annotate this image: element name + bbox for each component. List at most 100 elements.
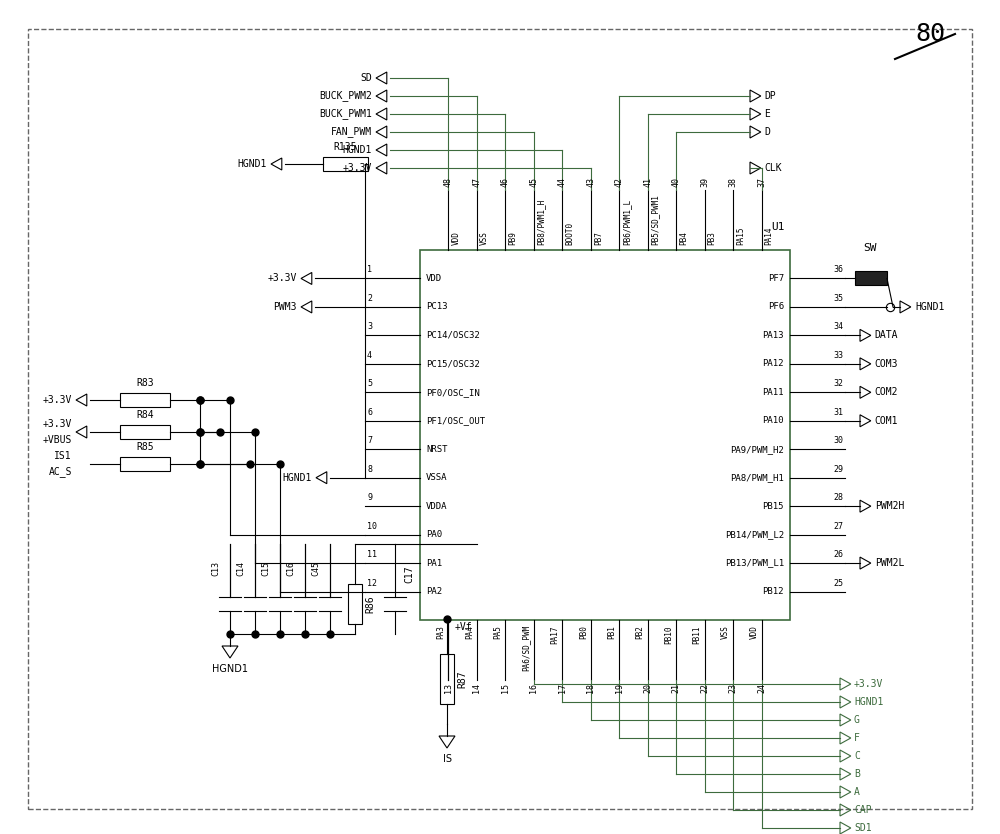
Text: 43: 43: [586, 177, 595, 187]
Text: PA8/PWM_H1: PA8/PWM_H1: [730, 473, 784, 482]
Text: 13: 13: [444, 683, 453, 693]
Text: PWM3: PWM3: [274, 302, 297, 312]
Text: PA14: PA14: [765, 227, 774, 245]
Text: PB0: PB0: [579, 625, 588, 639]
Text: 44: 44: [558, 177, 567, 187]
Text: PC13: PC13: [426, 303, 448, 311]
Text: HGND1: HGND1: [915, 302, 944, 312]
Text: 37: 37: [757, 177, 766, 187]
Text: DATA: DATA: [874, 330, 898, 340]
Text: PA4: PA4: [465, 625, 474, 639]
Bar: [120, 393, 170, 407]
Text: 23: 23: [729, 683, 738, 693]
Text: BUCK_PWM1: BUCK_PWM1: [319, 108, 372, 119]
Text: 10: 10: [367, 521, 377, 530]
Text: 19: 19: [615, 683, 624, 693]
Text: 18: 18: [586, 683, 595, 693]
Text: BOOT0: BOOT0: [565, 222, 574, 245]
Text: 22: 22: [700, 683, 709, 693]
Bar: [348, 584, 362, 624]
Text: 45: 45: [529, 177, 538, 187]
Text: PA5: PA5: [493, 625, 502, 639]
Text: C45: C45: [312, 561, 320, 576]
Bar: [855, 271, 887, 285]
Text: PA2: PA2: [426, 587, 442, 596]
Text: +3.3V: +3.3V: [854, 679, 883, 689]
Text: PB13/PWM_L1: PB13/PWM_L1: [725, 559, 784, 568]
Text: PA12: PA12: [763, 359, 784, 369]
Text: 7: 7: [367, 436, 372, 445]
Text: CLK: CLK: [764, 163, 782, 173]
Text: SD: SD: [360, 73, 372, 83]
Text: PA10: PA10: [763, 416, 784, 425]
Text: PB4: PB4: [679, 231, 688, 245]
Text: +3.3V: +3.3V: [343, 163, 372, 173]
Text: FAN_PWM: FAN_PWM: [331, 127, 372, 138]
Text: VDD: VDD: [426, 274, 442, 283]
Text: COM2: COM2: [874, 387, 898, 397]
Text: VSS: VSS: [721, 625, 730, 639]
Text: G: G: [854, 715, 860, 725]
Text: PB5/SD_PWM1: PB5/SD_PWM1: [651, 194, 660, 245]
Text: 4: 4: [367, 351, 372, 359]
Text: PWM2H: PWM2H: [875, 501, 904, 511]
Text: 17: 17: [558, 683, 567, 693]
Text: NRST: NRST: [426, 445, 448, 454]
Text: PB14/PWM_L2: PB14/PWM_L2: [725, 530, 784, 539]
Text: 42: 42: [615, 177, 624, 187]
Text: HGND1: HGND1: [283, 473, 312, 483]
Text: PA11: PA11: [763, 388, 784, 397]
Text: C14: C14: [237, 561, 246, 576]
Text: IS: IS: [442, 754, 452, 764]
Text: +3.3V: +3.3V: [268, 274, 297, 284]
Text: R83: R83: [136, 378, 154, 388]
Text: HGND1: HGND1: [212, 664, 248, 674]
Text: VDD: VDD: [451, 231, 460, 245]
Text: R135: R135: [333, 142, 357, 152]
Text: 1: 1: [367, 265, 372, 274]
Text: HGND1: HGND1: [854, 697, 883, 707]
Text: PB12: PB12: [763, 587, 784, 596]
Text: PC14/OSC32: PC14/OSC32: [426, 331, 480, 340]
Text: PB2: PB2: [636, 625, 645, 639]
Text: PF0/OSC_IN: PF0/OSC_IN: [426, 388, 480, 397]
Text: PB6/PWM1_L: PB6/PWM1_L: [622, 198, 631, 245]
Text: PB1: PB1: [607, 625, 616, 639]
Text: 40: 40: [672, 177, 681, 187]
Text: PB15: PB15: [763, 502, 784, 510]
Text: 35: 35: [833, 294, 843, 303]
Text: 21: 21: [672, 683, 681, 693]
Text: C13: C13: [212, 561, 220, 576]
Text: 28: 28: [833, 493, 843, 502]
Text: B: B: [854, 769, 860, 779]
Bar: [120, 457, 170, 471]
Text: PA3: PA3: [436, 625, 445, 639]
Text: 34: 34: [833, 323, 843, 331]
Text: 29: 29: [833, 465, 843, 474]
Text: PB9: PB9: [508, 231, 517, 245]
Text: PB11: PB11: [693, 625, 702, 644]
Text: PF7: PF7: [768, 274, 784, 283]
Text: PA15: PA15: [736, 227, 745, 245]
Text: VSSA: VSSA: [426, 473, 448, 482]
Text: C17: C17: [404, 565, 414, 583]
Text: +VBUS: +VBUS: [43, 435, 72, 445]
Text: PB7: PB7: [594, 231, 603, 245]
Text: 48: 48: [444, 177, 453, 187]
Text: R84: R84: [136, 410, 154, 420]
Text: 9: 9: [367, 493, 372, 502]
Bar: [420, 250, 790, 620]
Text: A: A: [854, 787, 860, 797]
Text: IS1: IS1: [54, 451, 72, 461]
Bar: [120, 425, 170, 439]
Text: PA9/PWM_H2: PA9/PWM_H2: [730, 445, 784, 454]
Text: SD1: SD1: [854, 823, 872, 833]
Text: BUCK_PWM2: BUCK_PWM2: [319, 91, 372, 102]
Text: D: D: [764, 127, 770, 137]
Text: PB10: PB10: [664, 625, 673, 644]
Text: 80: 80: [915, 22, 945, 46]
Text: +Vf: +Vf: [455, 622, 473, 632]
Text: 14: 14: [472, 683, 481, 693]
Text: 47: 47: [472, 177, 481, 187]
Text: 11: 11: [367, 550, 377, 559]
